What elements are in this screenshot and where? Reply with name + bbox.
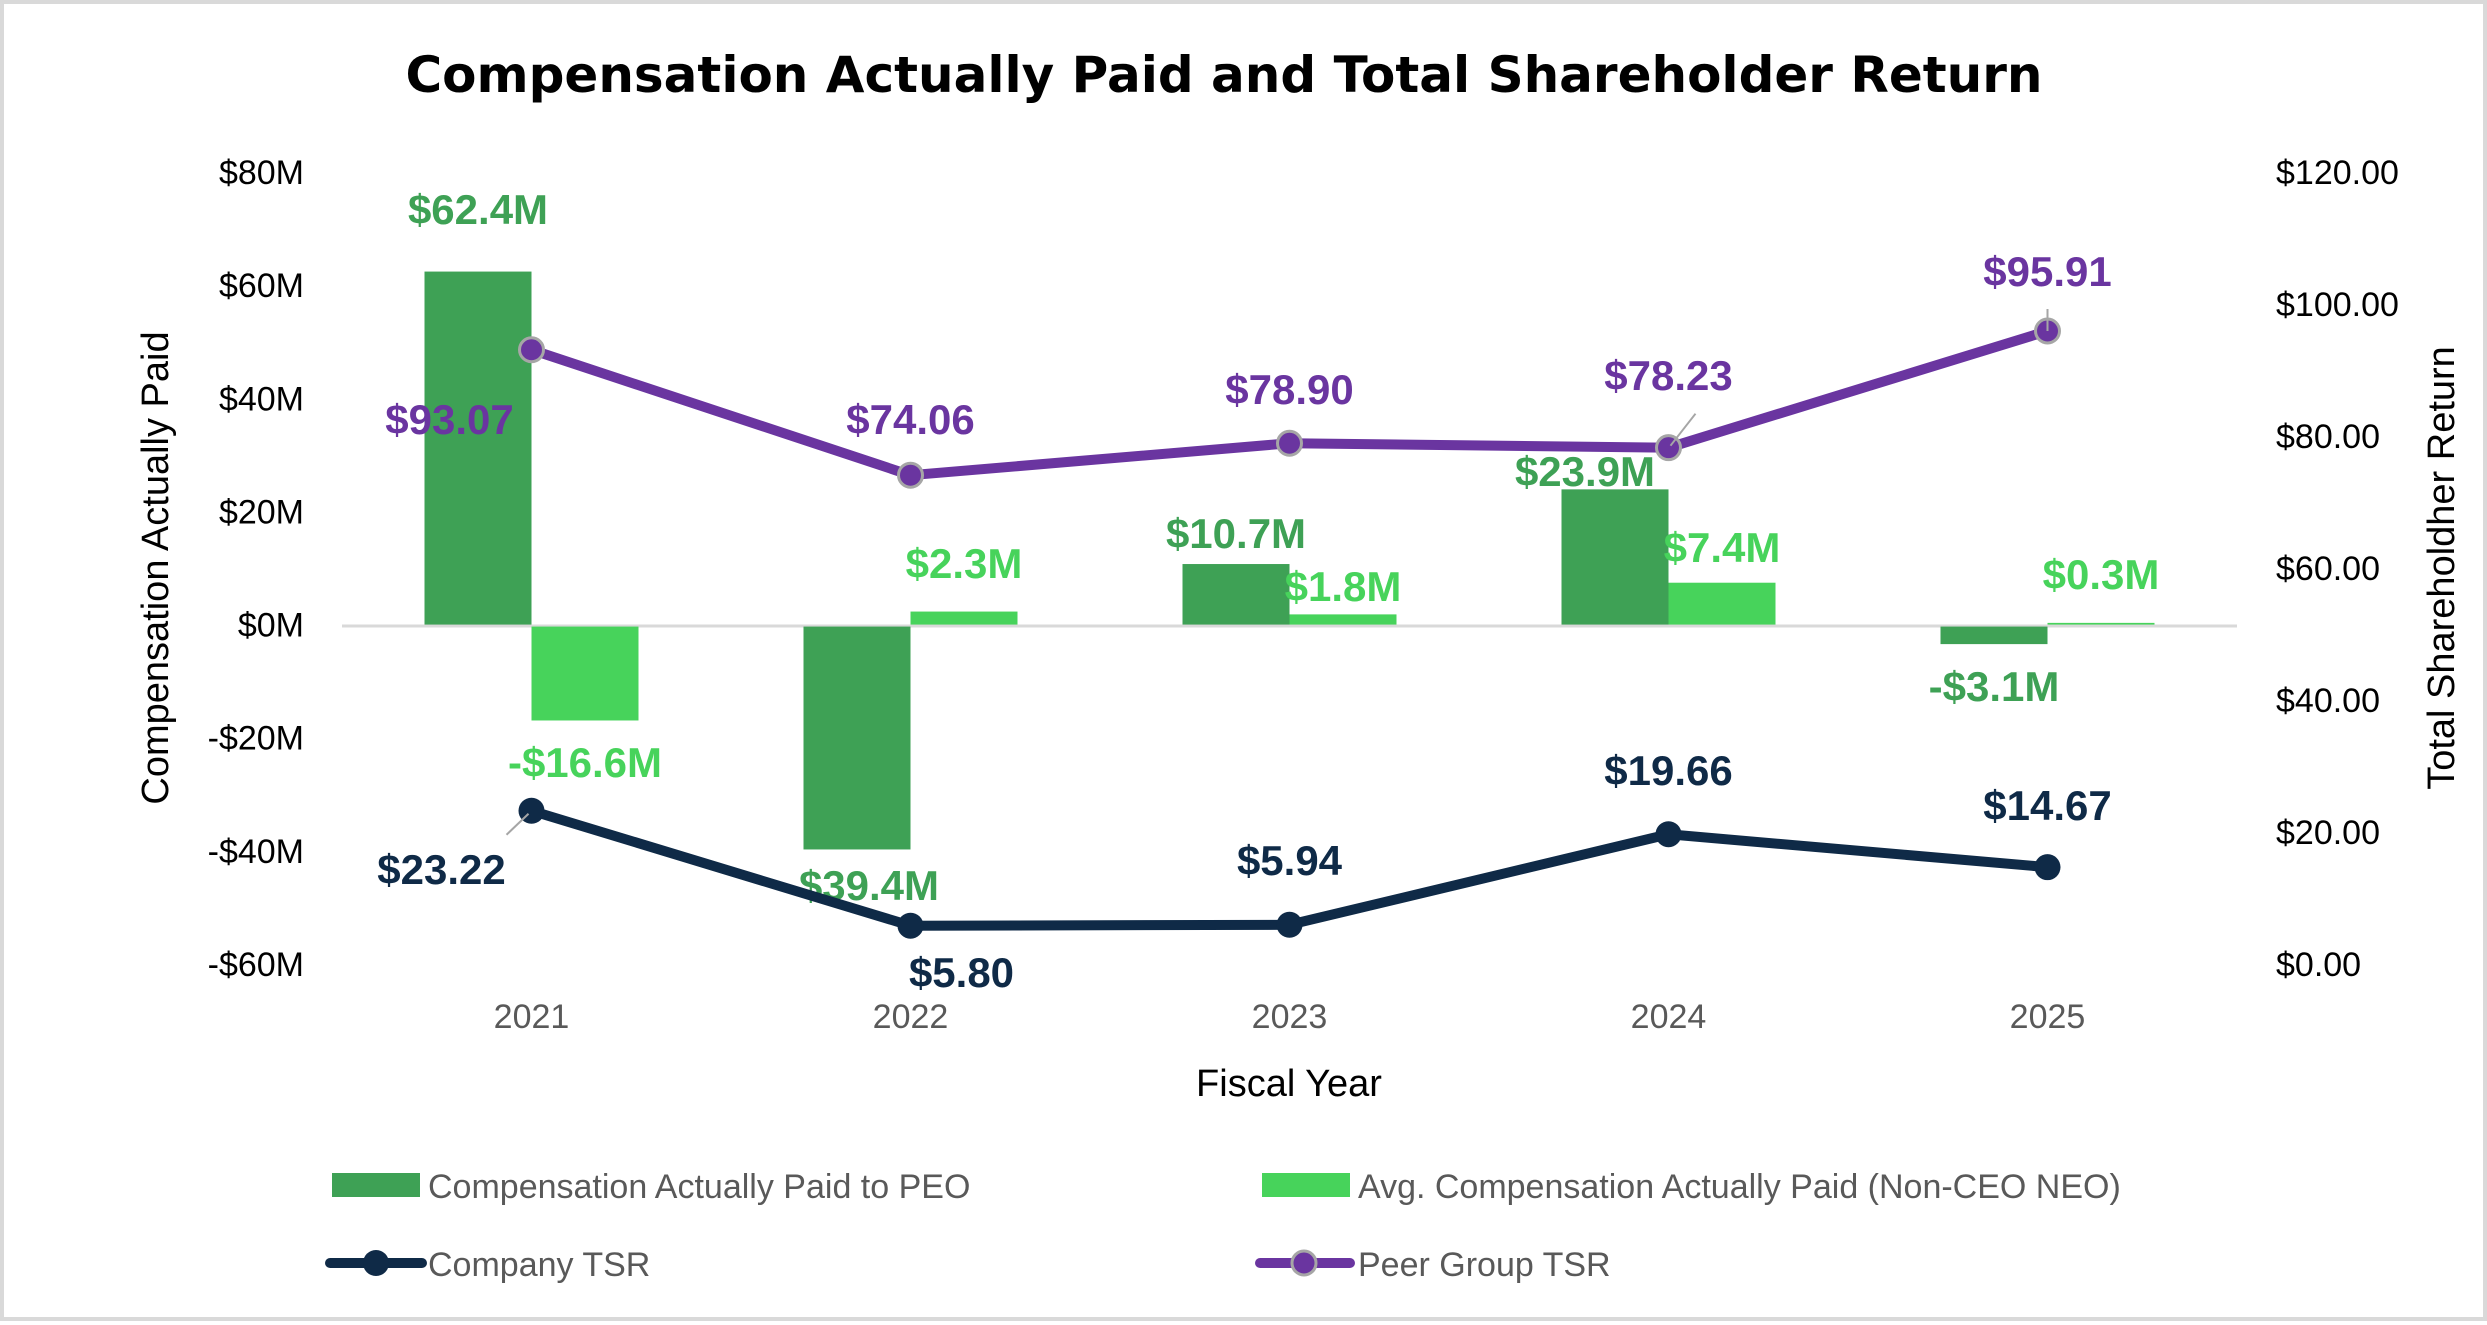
legend-item-peer-tsr[interactable]: Peer Group TSR — [1255, 1246, 1611, 1284]
marker-peer-tsr[interactable] — [518, 336, 545, 364]
bar-data-label: $10.7M — [1166, 510, 1306, 557]
bar-data-label: -$3.1M — [1929, 663, 2060, 710]
marker-company-tsr[interactable] — [1276, 911, 1303, 938]
legend-marker-peer-tsr — [1290, 1249, 1318, 1277]
right-tick-label: $20.00 — [2276, 814, 2380, 852]
line-series: $23.22 $5.80 $5.94 $19.66 $14.67 $93.07 $74.06… — [377, 248, 2111, 996]
peer-tsr-data-label: $74.06 — [846, 396, 974, 443]
marker-peer-tsr[interactable] — [1655, 434, 1682, 462]
bar-peo-cap[interactable] — [1940, 626, 2048, 645]
right-tick-label: $0.00 — [2276, 946, 2361, 984]
bar-neo-cap[interactable] — [910, 611, 1018, 625]
marker-company-tsr[interactable] — [1655, 821, 1682, 848]
left-tick-label: $0M — [238, 607, 304, 645]
left-tick-label: $80M — [219, 154, 304, 192]
company-tsr-data-label: $14.67 — [1983, 782, 2111, 829]
legend-label-company-tsr: Company TSR — [428, 1246, 650, 1284]
peer-tsr-data-label: $93.07 — [385, 396, 513, 443]
x-tick-label: 2024 — [1631, 998, 1707, 1036]
left-tick-label: -$60M — [208, 946, 304, 984]
legend-item-peo-cap[interactable]: Compensation Actually Paid to PEO — [332, 1168, 970, 1206]
bar-peo-cap[interactable] — [1561, 489, 1669, 625]
bar-data-label: $1.8M — [1285, 563, 1402, 610]
bar-neo-cap[interactable] — [2047, 622, 2155, 625]
marker-peer-tsr[interactable] — [897, 461, 924, 489]
bar-data-label: $23.9M — [1515, 448, 1655, 495]
right-axis-title: Total Shareholdher Return — [2421, 346, 2463, 790]
left-tick-label: -$40M — [208, 833, 304, 871]
left-tick-label: $40M — [219, 380, 304, 418]
peer-tsr-data-label: $78.23 — [1604, 352, 1732, 399]
bar-data-label: -$39.4M — [785, 862, 939, 909]
right-axis-ticks: $120.00 $100.00 $80.00 $60.00 $40.00 $20.00 $0… — [2276, 154, 2399, 984]
bar-peo-cap[interactable] — [1182, 564, 1290, 625]
legend-item-neo-cap[interactable]: Avg. Compensation Actually Paid (Non-CEO… — [1262, 1168, 2121, 1206]
x-axis-ticks: 2021 2022 2023 2024 2025 — [494, 998, 2086, 1036]
bar-data-label: -$16.6M — [508, 739, 662, 786]
legend-swatch-neo-cap — [1262, 1173, 1350, 1197]
left-tick-label: $60M — [219, 267, 304, 305]
left-axis-title: Compensation Actually Paid — [135, 331, 177, 804]
left-tick-label: $20M — [219, 493, 304, 531]
left-tick-label: -$20M — [208, 720, 304, 758]
peer-tsr-data-label: $95.91 — [1983, 248, 2111, 295]
marker-peer-tsr[interactable] — [1276, 429, 1303, 457]
bar-peo-cap[interactable] — [803, 626, 911, 850]
peer-tsr-data-label: $78.90 — [1225, 366, 1353, 413]
legend-label-peo-cap: Compensation Actually Paid to PEO — [428, 1168, 970, 1206]
marker-company-tsr[interactable] — [897, 912, 924, 939]
bar-data-label: $0.3M — [2043, 551, 2160, 598]
bar-data-label: $62.4M — [408, 186, 548, 233]
x-tick-label: 2025 — [2010, 998, 2086, 1036]
marker-company-tsr[interactable] — [2034, 854, 2061, 881]
x-axis-title: Fiscal Year — [1196, 1063, 1382, 1105]
bar-data-label: $2.3M — [906, 540, 1023, 587]
bar-neo-cap[interactable] — [1668, 582, 1776, 625]
combo-chart: Compensation Actually Paid and Total Sha… — [135, 46, 2463, 1284]
x-tick-label: 2023 — [1252, 998, 1328, 1036]
company-tsr-data-label: $5.80 — [909, 949, 1014, 996]
legend-label-neo-cap: Avg. Compensation Actually Paid (Non-CEO… — [1358, 1168, 2121, 1206]
left-axis-ticks: $80M $60M $40M $20M $0M -$20M -$40M -$60M — [208, 154, 304, 984]
legend-label-peer-tsr: Peer Group TSR — [1358, 1246, 1611, 1284]
right-tick-label: $60.00 — [2276, 550, 2380, 588]
company-tsr-data-label: $5.94 — [1237, 837, 1343, 884]
right-tick-label: $100.00 — [2276, 286, 2399, 324]
bar-neo-cap[interactable] — [531, 626, 639, 721]
bar-neo-cap[interactable] — [1289, 614, 1397, 625]
company-tsr-data-label: $23.22 — [377, 846, 505, 893]
bar-series: $62.4M -$39.4M $10.7M $23.9M -$3.1M -$16.6M $2… — [408, 186, 2159, 909]
legend-swatch-peo-cap — [332, 1173, 420, 1197]
leader-line — [505, 813, 530, 836]
bar-peo-cap[interactable] — [424, 271, 532, 625]
bar-data-label: $7.4M — [1664, 524, 1781, 571]
x-tick-label: 2022 — [873, 998, 949, 1036]
chart-title: Compensation Actually Paid and Total Sha… — [405, 46, 2042, 104]
legend-marker-company-tsr — [363, 1250, 389, 1276]
right-tick-label: $80.00 — [2276, 418, 2380, 456]
x-tick-label: 2021 — [494, 998, 570, 1036]
right-tick-label: $40.00 — [2276, 682, 2380, 720]
right-tick-label: $120.00 — [2276, 154, 2399, 192]
legend-item-company-tsr[interactable]: Company TSR — [325, 1246, 650, 1284]
leader-line — [1669, 413, 1697, 447]
company-tsr-data-label: $19.66 — [1604, 747, 1732, 794]
legend: Compensation Actually Paid to PEO Avg. C… — [325, 1168, 2121, 1284]
